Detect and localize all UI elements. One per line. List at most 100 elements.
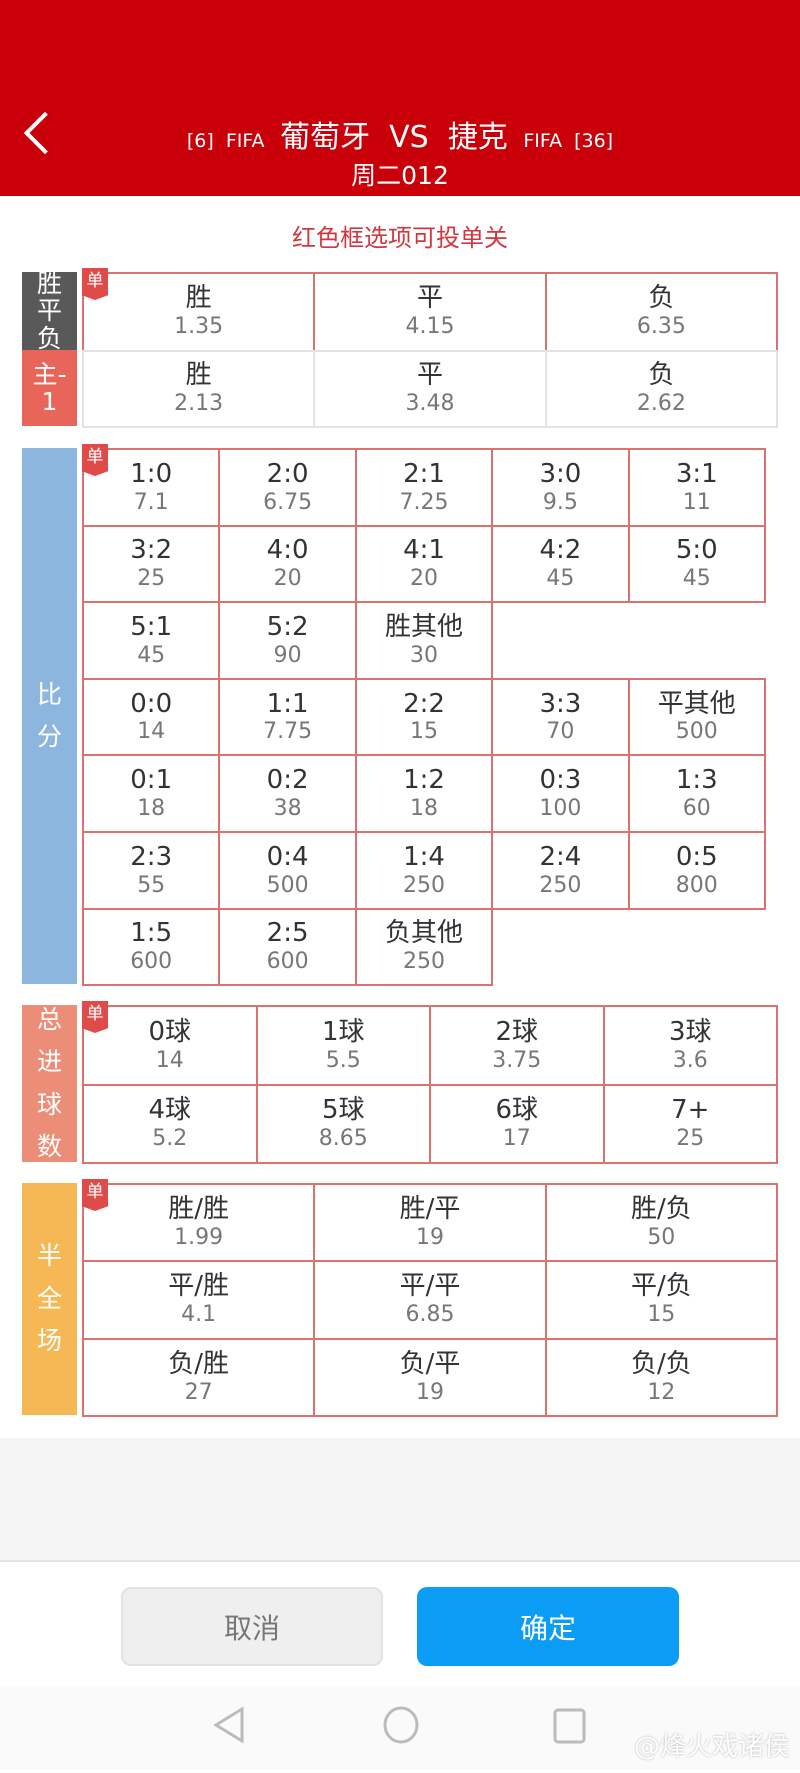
option-odds: 2.13 [174, 391, 224, 417]
odds-option[interactable]: 胜 2.13 [82, 350, 316, 428]
confirm-button[interactable]: 确定 [417, 1587, 679, 1666]
option-odds: 7.25 [399, 489, 449, 515]
odds-option[interactable]: 负其他 250 [354, 907, 494, 987]
odds-option[interactable]: 2:3 55 [82, 831, 221, 910]
option-odds: 800 [675, 872, 718, 898]
odds-option[interactable]: 负 2.62 [544, 350, 778, 428]
odds-option[interactable]: 0:0 14 [82, 677, 221, 757]
odds-option[interactable]: 2:1 7.25 [354, 448, 494, 527]
odds-option[interactable]: 3:0 9.5 [491, 448, 630, 527]
odds-option[interactable]: 0:3 100 [491, 754, 630, 833]
odds-option[interactable]: 2:2 15 [354, 677, 494, 757]
home-team: 葡萄牙 [280, 120, 371, 155]
option-odds: 20 [273, 566, 302, 592]
odds-option[interactable]: 5:1 45 [82, 601, 221, 680]
option-label: 负/胜 [168, 1348, 230, 1379]
odds-option[interactable]: 2:4 250 [491, 831, 630, 910]
home-org: FIFA [225, 130, 265, 152]
option-odds: 18 [409, 795, 438, 821]
odds-option[interactable]: 平 3.48 [313, 350, 547, 428]
section-handicap: 主-1 胜 2.13 平 3.48 负 2.62 [0, 350, 800, 428]
option-odds: 3.48 [405, 391, 455, 417]
spacer [0, 1438, 800, 1562]
odds-option[interactable]: 2:0 6.75 [218, 448, 357, 527]
odds-option[interactable]: 3:2 25 [82, 524, 221, 604]
option-label: 2:3 [130, 841, 173, 872]
odds-option[interactable]: 3:3 70 [491, 677, 630, 757]
odds-option[interactable]: 5:0 45 [627, 524, 766, 604]
odds-option[interactable]: 1球 5.5 [255, 1005, 431, 1086]
option-odds: 6.85 [405, 1302, 455, 1328]
odds-option[interactable]: 4球 5.2 [82, 1083, 258, 1164]
cancel-button[interactable]: 取消 [121, 1587, 383, 1666]
odds-option[interactable]: 胜/负 50 [544, 1183, 778, 1263]
option-odds: 2.62 [636, 391, 686, 417]
nav-recent-icon[interactable] [553, 1708, 586, 1744]
odds-option[interactable]: 负/负 12 [544, 1337, 778, 1417]
odds-option[interactable]: 1:4 250 [354, 831, 494, 910]
odds-option[interactable]: 0:5 800 [627, 831, 766, 910]
section-score: 比分单 1:0 7.1 2:0 6.75 2:1 7.25 3:0 9.5 3:1 11 3:2 25 4… [0, 444, 800, 987]
odds-option[interactable]: 4:1 20 [354, 524, 494, 604]
odds-option[interactable]: 2:5 600 [218, 907, 357, 987]
option-label: 负其他 [384, 918, 463, 949]
odds-option[interactable]: 1:1 7.75 [218, 677, 357, 757]
option-label: 1:3 [675, 765, 718, 796]
odds-option[interactable]: 0:4 500 [218, 831, 357, 910]
option-odds: 7.75 [263, 719, 313, 745]
odds-option[interactable]: 4:0 20 [218, 524, 357, 604]
odds-option[interactable]: 5球 8.65 [255, 1083, 431, 1164]
odds-option[interactable]: 平/胜 4.1 [82, 1260, 316, 1340]
nav-home-icon[interactable] [383, 1706, 419, 1744]
option-label: 平/平 [399, 1271, 461, 1302]
odds-option[interactable]: 3球 3.6 [602, 1005, 778, 1086]
odds-option[interactable]: 1:3 60 [627, 754, 766, 833]
odds-option[interactable]: 负 6.35 [544, 272, 778, 352]
option-odds: 3.6 [672, 1047, 708, 1073]
option-odds: 500 [266, 872, 309, 898]
odds-option[interactable]: 2球 3.75 [429, 1005, 605, 1086]
odds-option[interactable]: 7+ 25 [602, 1083, 778, 1164]
system-nav-bar [0, 1686, 800, 1769]
option-label: 1:0 [130, 458, 173, 489]
odds-option[interactable]: 6球 17 [429, 1083, 605, 1164]
odds-option[interactable]: 平其他 500 [627, 677, 766, 757]
option-odds: 45 [546, 566, 575, 592]
odds-option[interactable]: 0球 14 [82, 1005, 258, 1086]
odds-option[interactable]: 胜其他 30 [354, 601, 494, 680]
odds-option[interactable]: 胜/胜 1.99 [82, 1183, 316, 1263]
section-htft: 半全场单胜/胜 1.99 胜/平 19 胜/负 50 平/胜 4.1 平/平 6.85 平/负 15 负… [0, 1179, 800, 1417]
option-label: 2:4 [539, 841, 582, 872]
option-odds: 3.75 [492, 1047, 542, 1073]
nav-back-icon[interactable] [213, 1706, 244, 1744]
odds-option[interactable]: 负/平 19 [313, 1337, 547, 1417]
odds-option[interactable]: 3:1 11 [627, 448, 766, 527]
section-label-goals: 总进球数 [22, 1005, 77, 1162]
odds-option[interactable]: 胜 1.35 [82, 272, 316, 352]
option-odds: 4.15 [405, 314, 455, 340]
option-label: 平 [416, 283, 443, 314]
odds-option[interactable]: 平 4.15 [313, 272, 547, 352]
option-label: 平/胜 [168, 1271, 230, 1302]
odds-option[interactable]: 胜/平 19 [313, 1183, 547, 1263]
option-odds: 14 [137, 719, 166, 745]
odds-option[interactable]: 平/平 6.85 [313, 1260, 547, 1340]
odds-option[interactable]: 0:2 38 [218, 754, 357, 833]
odds-option[interactable]: 5:2 90 [218, 601, 357, 680]
option-odds: 90 [273, 642, 302, 668]
option-odds: 27 [184, 1379, 213, 1405]
odds-option[interactable]: 4:2 45 [491, 524, 630, 604]
option-odds: 25 [137, 566, 166, 592]
option-odds: 70 [546, 719, 575, 745]
odds-option[interactable]: 1:2 18 [354, 754, 494, 833]
option-label: 1:4 [403, 841, 445, 872]
section-label-htft: 半全场 [22, 1183, 77, 1415]
odds-option[interactable]: 0:1 18 [82, 754, 221, 833]
odds-option[interactable]: 负/胜 27 [82, 1337, 316, 1417]
option-label: 平/负 [630, 1271, 692, 1302]
odds-option[interactable]: 平/负 15 [544, 1260, 778, 1340]
option-label: 0:3 [539, 765, 582, 796]
odds-option[interactable]: 1:5 600 [82, 907, 221, 987]
option-label: 5:2 [266, 611, 309, 642]
section-label-wdl: 胜平负 [22, 270, 77, 352]
